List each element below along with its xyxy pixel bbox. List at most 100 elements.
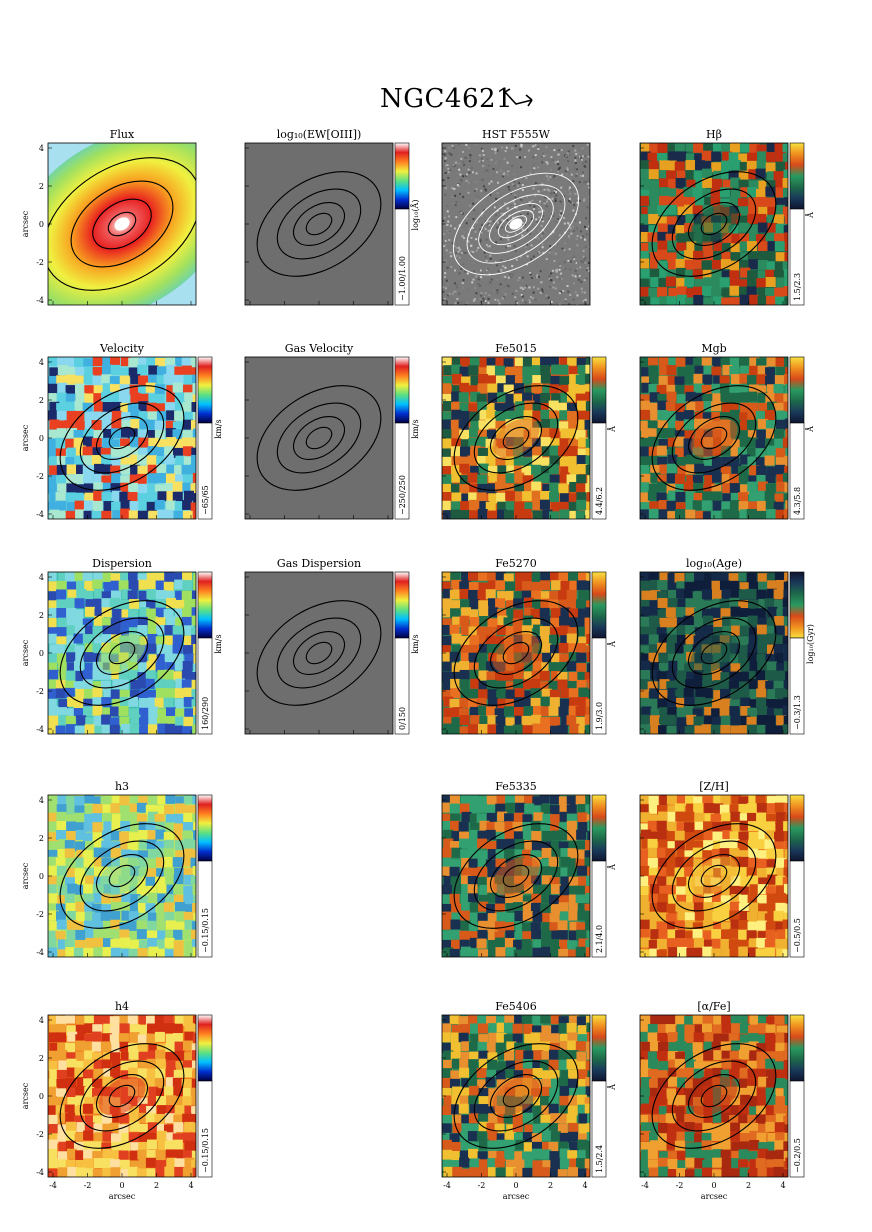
north-arrow-icon xyxy=(504,88,533,107)
x-tick-label: 2 xyxy=(548,1181,553,1190)
colorbar-unit: Å xyxy=(608,426,617,433)
colorbar-range: −65/65 xyxy=(201,485,210,515)
y-tick-label: -2 xyxy=(36,910,44,919)
colorbar-unit: km/s xyxy=(411,419,420,438)
colorbar-unit: km/s xyxy=(411,634,420,653)
colorbar xyxy=(789,356,805,424)
colorbar xyxy=(197,794,213,862)
y-tick-label: -4 xyxy=(36,948,44,957)
y-tick-label: -2 xyxy=(36,472,44,481)
y-tick-label: -2 xyxy=(36,258,44,267)
colorbar xyxy=(591,571,607,639)
panel-fe5270: Fe5270 1.9/3.0 Å xyxy=(441,557,617,735)
colorbar-unit: log₁₀(Gyr) xyxy=(806,624,815,664)
colorbar-unit: Å xyxy=(806,426,815,433)
panel-title: HST F555W xyxy=(482,128,551,141)
y-tick-label: -4 xyxy=(36,296,44,305)
panel-title: Mgb xyxy=(701,342,726,355)
x-tick-label: -2 xyxy=(84,1181,92,1190)
panel-gas-dispersion: Gas Dispersion 0/150 km/s xyxy=(244,557,420,735)
panel-velocity: Velocity -4 -2 0 2 4 arcsec −65/65 km/s xyxy=(21,342,223,520)
panel-title: h4 xyxy=(115,1000,129,1013)
panel-dispersion: Dispersion -4 -2 0 2 4 arcsec 160/290 km/s xyxy=(21,557,223,735)
colorbar-range: −250/250 xyxy=(398,475,407,515)
colorbar xyxy=(394,571,410,639)
panel-hst-f555w: HST F555W xyxy=(441,128,591,306)
y-tick-label: 0 xyxy=(39,872,44,881)
panel-log-age: log₁₀(Age) −0.3/1.3 log₁₀(Gyr) xyxy=(639,557,815,735)
colorbar xyxy=(197,571,213,639)
panel-title: Hβ xyxy=(706,128,722,141)
panel-title: Fe5406 xyxy=(495,1000,537,1013)
panel-title: [Z/H] xyxy=(699,780,729,793)
panel-alpha-fe: [α/Fe] -4 -2 0 2 4 arcsec −0.2/0.5 xyxy=(639,1000,805,1201)
y-tick-label: -4 xyxy=(36,725,44,734)
colorbar xyxy=(789,571,805,639)
panel-fe5015: Fe5015 4.4/6.2 Å xyxy=(441,342,617,520)
x-tick-label: 4 xyxy=(582,1181,587,1190)
y-tick-label: 2 xyxy=(39,396,44,405)
y-tick-label: 0 xyxy=(39,1092,44,1101)
colorbar-range: 160/290 xyxy=(201,697,210,730)
colorbar-range: −0.2/0.5 xyxy=(793,1138,802,1173)
x-axis-label: arcsec xyxy=(701,1192,728,1201)
colorbar-unit: km/s xyxy=(214,419,223,438)
x-axis-label: arcsec xyxy=(109,1192,136,1201)
colorbar-range: 1.9/3.0 xyxy=(595,702,604,730)
x-tick-label: 2 xyxy=(154,1181,159,1190)
colorbar xyxy=(591,794,607,862)
x-tick-label: -4 xyxy=(443,1181,451,1190)
y-tick-label: 2 xyxy=(39,1054,44,1063)
y-tick-label: 0 xyxy=(39,220,44,229)
colorbar-unit: log₁₀(Å) xyxy=(411,200,420,231)
x-tick-label: 0 xyxy=(513,1181,518,1190)
x-tick-label: -2 xyxy=(478,1181,486,1190)
panel-h3: h3 -4 -2 0 2 4 arcsec −0.15/0.15 xyxy=(21,780,213,958)
y-axis-label: arcsec xyxy=(21,1082,30,1109)
panel-title: Dispersion xyxy=(92,557,152,570)
colorbar-range: −0.15/0.15 xyxy=(201,908,210,953)
panel-title: Flux xyxy=(110,128,135,141)
colorbar xyxy=(197,356,213,424)
panel-title: Gas Dispersion xyxy=(277,557,361,570)
y-tick-label: 4 xyxy=(39,144,44,153)
panel-flux: Flux -4 -2 0 2 4 arcsec xyxy=(21,128,197,306)
panel-hbeta: Hβ 1.5/2.3 Å xyxy=(639,128,815,306)
colorbar-range: 0/150 xyxy=(398,707,407,730)
x-tick-label: -4 xyxy=(49,1181,57,1190)
colorbar xyxy=(394,142,410,210)
x-tick-label: -2 xyxy=(676,1181,684,1190)
figure-title: NGC4621 xyxy=(380,84,514,114)
colorbar-range: 2.1/4.0 xyxy=(595,925,604,953)
colorbar xyxy=(591,356,607,424)
colorbar-unit: Å xyxy=(608,1084,617,1091)
panel-gas-velocity: Gas Velocity −250/250 km/s xyxy=(244,342,420,520)
colorbar-unit: km/s xyxy=(214,634,223,653)
panel-ew-oiii: log₁₀(EW[OIII]) −1.00/1.00 log₁₀(Å) xyxy=(244,128,420,306)
panel-mgb: Mgb 4.3/5.8 Å xyxy=(639,342,815,520)
y-tick-label: 4 xyxy=(39,1016,44,1025)
y-axis-label: arcsec xyxy=(21,210,30,237)
panel-metallicity: [Z/H] −0.5/0.5 xyxy=(639,780,805,958)
y-tick-label: 4 xyxy=(39,573,44,582)
colorbar xyxy=(394,356,410,424)
y-tick-label: 2 xyxy=(39,834,44,843)
panel-h4: h4 -4 -2 0 2 4 arcsec -4 -2 0 2 4 arcsec −0.15/0.15 xyxy=(21,1000,213,1201)
y-tick-label: 2 xyxy=(39,611,44,620)
colorbar-unit: Å xyxy=(806,212,815,219)
colorbar xyxy=(789,142,805,210)
colorbar-range: −0.5/0.5 xyxy=(793,918,802,953)
panel-title: [α/Fe] xyxy=(697,1000,730,1013)
y-tick-label: 0 xyxy=(39,434,44,443)
y-axis-label: arcsec xyxy=(21,639,30,666)
colorbar xyxy=(197,1014,213,1082)
colorbar-unit: Å xyxy=(608,864,617,871)
x-tick-label: 4 xyxy=(188,1181,193,1190)
panel-title: Fe5015 xyxy=(495,342,537,355)
x-axis-label: arcsec xyxy=(503,1192,530,1201)
colorbar-range: −1.00/1.00 xyxy=(398,256,407,301)
y-tick-label: -2 xyxy=(36,1130,44,1139)
x-tick-label: 4 xyxy=(780,1181,785,1190)
colorbar-range: −0.3/1.3 xyxy=(793,695,802,730)
